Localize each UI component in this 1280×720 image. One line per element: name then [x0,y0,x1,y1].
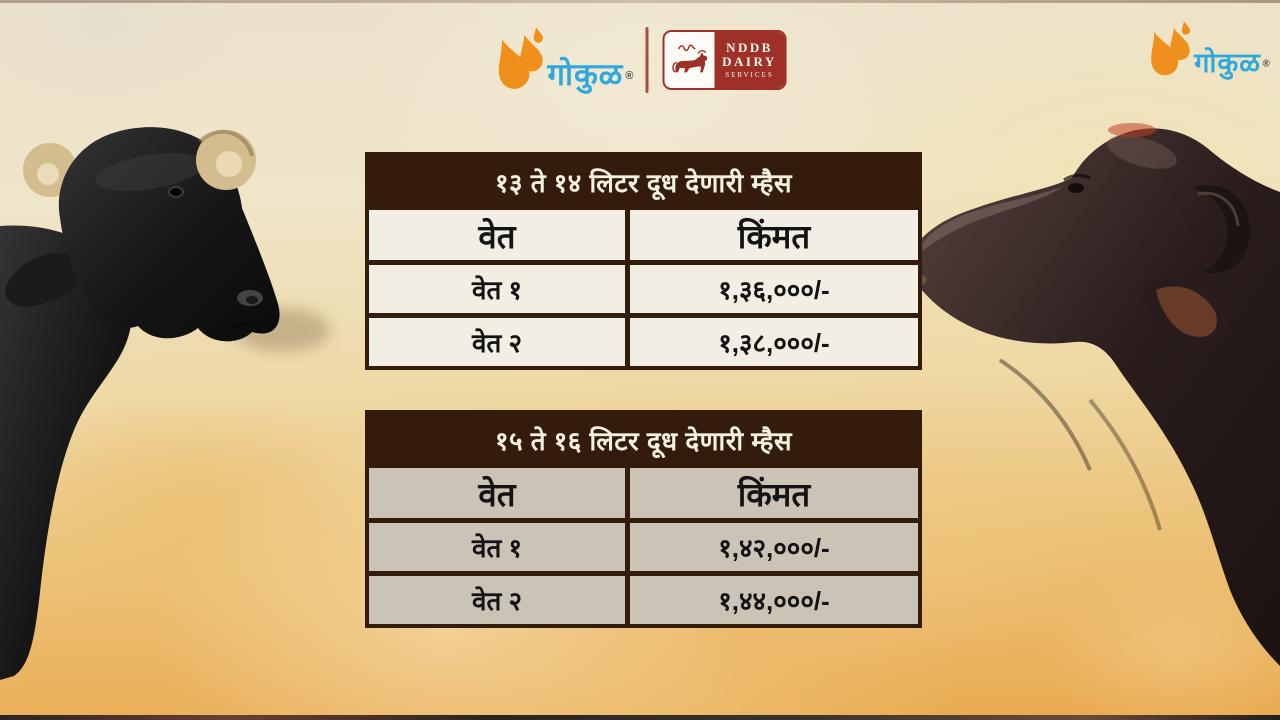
registered-mark: ® [625,70,634,82]
table1-column-header-vet: वेत [369,210,625,260]
nddb-line1: NDDB [726,39,773,55]
registered-mark: ® [1262,58,1270,70]
brand-header: गोकुळ ® NDDB DAIRY SERVICES [494,26,787,94]
nddb-line2: DAIRY [722,54,777,70]
gokul-logo: गोकुळ ® [494,26,634,94]
table2-column-header-vet: वेत [369,468,625,518]
table2-column-header-price: किंमत [630,468,918,518]
table1-row1-label: वेत १ [369,265,625,313]
nddb-cow-icon [664,32,714,88]
brand-divider [645,27,649,93]
gokul-wordmark: गोकुळ [547,57,624,92]
table2-title: १५ ते १६ लिटर दूध देणारी म्हैस [494,425,793,456]
nddb-text-panel: NDDB DAIRY SERVICES [714,32,785,88]
table1-row1-price: १,३६,०००/- [630,265,918,313]
bottom-edge-strip [0,715,1280,720]
table1-row2-price: १,३८,०००/- [630,318,918,366]
table1-column-header-price: किंमत [630,210,918,260]
price-table-1: १३ ते १४ लिटर दूध देणारी म्हैस वेत किंमत… [365,152,922,370]
gokul-wordmark: गोकुळ [1194,47,1261,79]
nddb-dairy-logo: NDDB DAIRY SERVICES [662,30,787,90]
table2-row1-label: वेत १ [369,523,625,571]
table2-row2-label: वेत २ [369,576,625,624]
nddb-line3: SERVICES [725,71,774,80]
price-table-2: १५ ते १६ लिटर दूध देणारी म्हैस वेत किंमत… [365,410,922,628]
gokul-drops-icon [1151,21,1191,76]
table2-row1-price: १,४२,०००/- [630,523,918,571]
gokul-logo-right: गोकुळ ® [1147,20,1270,80]
buffalo-right-image [905,123,1280,666]
table1-row2-label: वेत २ [369,318,625,366]
table2-row2-price: १,४४,०००/- [630,576,918,624]
gokul-drops-icon [498,27,543,89]
table1-title: १३ ते १४ लिटर दूध देणारी म्हैस [494,167,793,198]
top-edge-strip [0,0,1280,3]
table1-grid: वेत किंमत वेत १ १,३६,०००/- वेत २ १,३८,००… [369,210,918,366]
table2-grid: वेत किंमत वेत १ १,४२,०००/- वेत २ १,४४,००… [369,468,918,624]
buffalo-left-image [0,127,330,681]
